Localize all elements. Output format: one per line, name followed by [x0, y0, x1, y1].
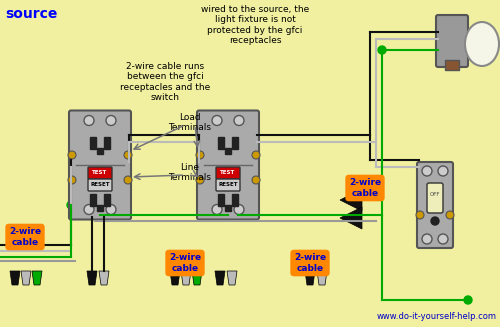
- Text: Line
Terminals: Line Terminals: [168, 163, 212, 182]
- Polygon shape: [181, 271, 191, 285]
- Circle shape: [96, 211, 104, 219]
- Bar: [104, 137, 110, 149]
- Polygon shape: [227, 271, 237, 285]
- Circle shape: [252, 151, 260, 159]
- FancyBboxPatch shape: [417, 162, 453, 248]
- Circle shape: [416, 211, 424, 219]
- Polygon shape: [340, 207, 362, 229]
- Bar: [445, 60, 459, 70]
- Bar: [225, 148, 231, 154]
- Text: 2-wire
cable: 2-wire cable: [9, 227, 41, 247]
- Text: wired to the source, the
light fixture is not
protected by the gfci
receptacles: wired to the source, the light fixture i…: [201, 5, 309, 45]
- Circle shape: [234, 115, 244, 126]
- Bar: [97, 205, 103, 211]
- Text: TEST: TEST: [220, 170, 236, 176]
- Circle shape: [438, 234, 448, 244]
- FancyBboxPatch shape: [216, 179, 240, 191]
- Text: 2-wire cable runs
between the gfci
receptacles and the
switch: 2-wire cable runs between the gfci recep…: [120, 62, 210, 102]
- Bar: [218, 194, 224, 206]
- Circle shape: [252, 176, 260, 184]
- Ellipse shape: [465, 22, 499, 66]
- Polygon shape: [305, 271, 315, 285]
- Circle shape: [68, 176, 76, 184]
- Text: 2-wire
cable: 2-wire cable: [294, 253, 326, 273]
- Circle shape: [234, 204, 244, 215]
- Polygon shape: [99, 271, 109, 285]
- Bar: [104, 194, 110, 206]
- Circle shape: [196, 151, 204, 159]
- Circle shape: [106, 204, 116, 215]
- Text: TEST: TEST: [92, 170, 108, 176]
- Bar: [90, 194, 96, 206]
- Circle shape: [67, 201, 75, 209]
- Bar: [218, 137, 224, 149]
- Text: source: source: [5, 7, 58, 21]
- Bar: [232, 194, 238, 206]
- FancyBboxPatch shape: [427, 183, 443, 213]
- Circle shape: [212, 204, 222, 215]
- Circle shape: [84, 115, 94, 126]
- Bar: [97, 148, 103, 154]
- Circle shape: [438, 166, 448, 176]
- FancyBboxPatch shape: [88, 167, 112, 179]
- Circle shape: [422, 166, 432, 176]
- Circle shape: [224, 211, 232, 219]
- Text: RESET: RESET: [90, 182, 110, 187]
- Circle shape: [84, 204, 94, 215]
- Circle shape: [464, 296, 472, 304]
- Bar: [232, 137, 238, 149]
- FancyBboxPatch shape: [216, 167, 240, 179]
- FancyBboxPatch shape: [197, 111, 259, 219]
- Polygon shape: [87, 271, 97, 285]
- FancyBboxPatch shape: [88, 179, 112, 191]
- Polygon shape: [32, 271, 42, 285]
- FancyBboxPatch shape: [69, 111, 131, 219]
- Circle shape: [124, 176, 132, 184]
- Circle shape: [68, 151, 76, 159]
- Text: OFF: OFF: [430, 193, 440, 198]
- Circle shape: [124, 151, 132, 159]
- Polygon shape: [10, 271, 20, 285]
- Polygon shape: [340, 189, 362, 211]
- Polygon shape: [192, 271, 202, 285]
- Circle shape: [106, 115, 116, 126]
- Polygon shape: [215, 271, 225, 285]
- Text: RESET: RESET: [218, 182, 238, 187]
- Text: Load
Terminals: Load Terminals: [168, 113, 212, 132]
- Polygon shape: [317, 271, 327, 285]
- Polygon shape: [21, 271, 31, 285]
- Bar: [90, 137, 96, 149]
- Text: 2-wire
cable: 2-wire cable: [349, 178, 381, 198]
- Circle shape: [378, 46, 386, 54]
- Circle shape: [212, 115, 222, 126]
- Circle shape: [196, 176, 204, 184]
- Circle shape: [422, 234, 432, 244]
- Text: 2-wire
cable: 2-wire cable: [169, 253, 201, 273]
- Circle shape: [446, 211, 454, 219]
- FancyBboxPatch shape: [436, 15, 468, 67]
- Circle shape: [431, 217, 439, 225]
- Text: www.do-it-yourself-help.com: www.do-it-yourself-help.com: [377, 312, 497, 321]
- Polygon shape: [170, 271, 180, 285]
- Bar: [225, 205, 231, 211]
